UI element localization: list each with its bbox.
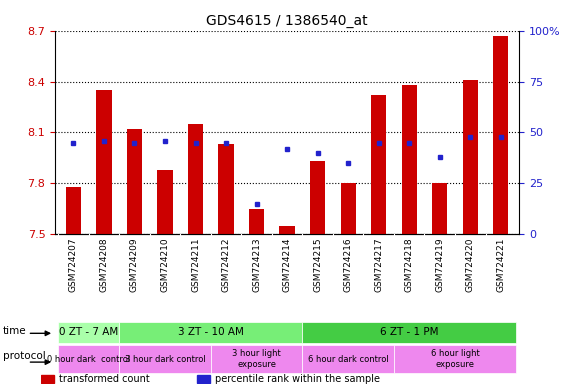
- Bar: [401, 85, 417, 234]
- Bar: [157, 170, 173, 234]
- Text: time: time: [3, 326, 26, 336]
- Bar: [219, 144, 234, 234]
- FancyBboxPatch shape: [119, 322, 302, 343]
- FancyBboxPatch shape: [58, 322, 119, 343]
- Bar: [197, 376, 210, 383]
- Text: protocol: protocol: [3, 351, 45, 361]
- Bar: [41, 376, 54, 383]
- FancyBboxPatch shape: [119, 345, 211, 373]
- FancyBboxPatch shape: [394, 345, 516, 373]
- Text: 6 hour light
exposure: 6 hour light exposure: [430, 349, 479, 369]
- FancyBboxPatch shape: [58, 345, 119, 373]
- Bar: [493, 36, 509, 234]
- Text: 6 ZT - 1 PM: 6 ZT - 1 PM: [380, 327, 438, 337]
- Bar: [280, 226, 295, 234]
- Bar: [249, 209, 264, 234]
- Bar: [432, 184, 447, 234]
- Bar: [340, 184, 356, 234]
- Text: 0 ZT - 7 AM: 0 ZT - 7 AM: [59, 327, 118, 337]
- FancyBboxPatch shape: [302, 345, 394, 373]
- Text: 3 ZT - 10 AM: 3 ZT - 10 AM: [178, 327, 244, 337]
- Title: GDS4615 / 1386540_at: GDS4615 / 1386540_at: [206, 14, 368, 28]
- Text: 3 hour dark control: 3 hour dark control: [125, 354, 205, 364]
- Text: percentile rank within the sample: percentile rank within the sample: [216, 374, 380, 384]
- FancyBboxPatch shape: [302, 322, 516, 343]
- Bar: [310, 161, 325, 234]
- Text: 6 hour dark control: 6 hour dark control: [308, 354, 389, 364]
- Text: 0 hour dark  control: 0 hour dark control: [47, 354, 130, 364]
- Bar: [127, 129, 142, 234]
- FancyBboxPatch shape: [211, 345, 302, 373]
- Text: transformed count: transformed count: [59, 374, 150, 384]
- Bar: [371, 95, 386, 234]
- Bar: [96, 90, 111, 234]
- Bar: [188, 124, 203, 234]
- Bar: [463, 80, 478, 234]
- Text: 3 hour light
exposure: 3 hour light exposure: [232, 349, 281, 369]
- Bar: [66, 187, 81, 234]
